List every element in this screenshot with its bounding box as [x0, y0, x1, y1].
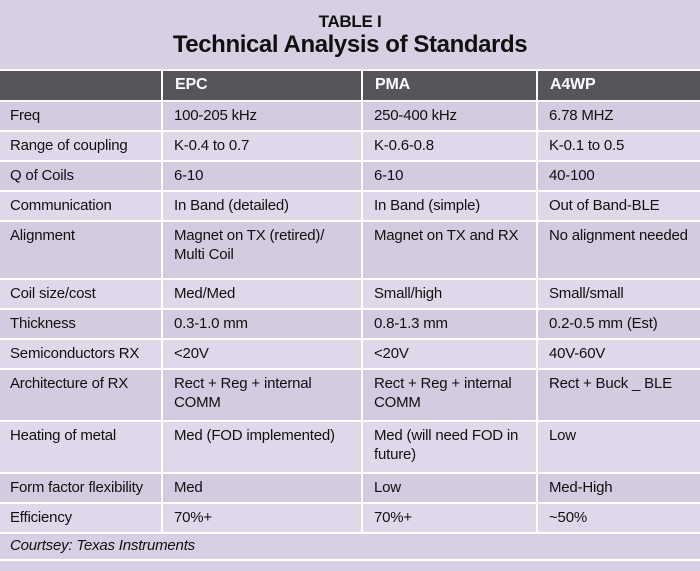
cell-epc: K-0.4 to 0.7 [163, 132, 361, 160]
cell-a4wp: 40-100 [538, 162, 700, 190]
cell-pma: 70%+ [363, 504, 536, 532]
table-row-freq: Freq 100-205 kHz 250-400 kHz 6.78 MHZ [0, 102, 700, 130]
table-row-communication: Communication In Band (detailed) In Band… [0, 192, 700, 220]
row-label: Alignment [0, 222, 161, 278]
cell-pma: 0.8-1.3 mm [363, 310, 536, 338]
table-row-q-of-coils: Q of Coils 6-10 6-10 40-100 [0, 162, 700, 190]
cell-pma: 250-400 kHz [363, 102, 536, 130]
bottom-margin-strip [0, 561, 700, 571]
cell-epc: 100-205 kHz [163, 102, 361, 130]
cell-a4wp: 6.78 MHZ [538, 102, 700, 130]
column-header-a4wp: A4WP [538, 71, 700, 100]
table-row-thickness: Thickness 0.3-1.0 mm 0.8-1.3 mm 0.2-0.5 … [0, 310, 700, 338]
column-header-row: EPC PMA A4WP [0, 71, 700, 100]
row-label: Form factor flexibility [0, 474, 161, 502]
cell-epc: <20V [163, 340, 361, 368]
cell-a4wp: 40V-60V [538, 340, 700, 368]
courtesy-text: Courtsey: Texas Instruments [10, 537, 195, 554]
cell-epc: 0.3-1.0 mm [163, 310, 361, 338]
table-row-range-of-coupling: Range of coupling K-0.4 to 0.7 K-0.6-0.8… [0, 132, 700, 160]
cell-a4wp: No alignment needed [538, 222, 700, 278]
row-label: Q of Coils [0, 162, 161, 190]
cell-epc: Rect + Reg + internal COMM [163, 370, 361, 420]
cell-pma: K-0.6-0.8 [363, 132, 536, 160]
cell-a4wp: ~50% [538, 504, 700, 532]
cell-a4wp: Low [538, 422, 700, 472]
table-title: Technical Analysis of Standards [172, 31, 528, 58]
cell-a4wp: Med-High [538, 474, 700, 502]
cell-pma: Rect + Reg + internal COMM [363, 370, 536, 420]
cell-epc: Med [163, 474, 361, 502]
table-row-efficiency: Efficiency 70%+ 70%+ ~50% [0, 504, 700, 532]
row-label: Freq [0, 102, 161, 130]
table-row-heating-of-metal: Heating of metal Med (FOD implemented) M… [0, 422, 700, 472]
cell-epc: Med (FOD implemented) [163, 422, 361, 472]
table-row-coil-size-cost: Coil size/cost Med/Med Small/high Small/… [0, 280, 700, 308]
cell-pma: 6-10 [363, 162, 536, 190]
row-label: Heating of metal [0, 422, 161, 472]
table-title-block: TABLE I Technical Analysis of Standards [0, 0, 700, 69]
cell-a4wp: Rect + Buck _ BLE [538, 370, 700, 420]
row-label: Semiconductors RX [0, 340, 161, 368]
table-row-architecture-of-rx: Architecture of RX Rect + Reg + internal… [0, 370, 700, 420]
courtesy-note: Courtsey: Texas Instruments [0, 534, 700, 559]
row-label: Range of coupling [0, 132, 161, 160]
cell-pma: Med (will need FOD in future) [363, 422, 536, 472]
column-header-pma: PMA [363, 71, 536, 100]
cell-epc: Magnet on TX (retired)/ Multi Coil [163, 222, 361, 278]
row-label: Coil size/cost [0, 280, 161, 308]
row-label: Efficiency [0, 504, 161, 532]
cell-epc: 6-10 [163, 162, 361, 190]
cell-a4wp: Small/small [538, 280, 700, 308]
row-label: Communication [0, 192, 161, 220]
cell-a4wp: 0.2-0.5 mm (Est) [538, 310, 700, 338]
cell-pma: In Band (simple) [363, 192, 536, 220]
cell-pma: Small/high [363, 280, 536, 308]
row-label: Thickness [0, 310, 161, 338]
cell-epc: 70%+ [163, 504, 361, 532]
table-row-alignment: Alignment Magnet on TX (retired)/ Multi … [0, 222, 700, 278]
table-row-semiconductors-rx: Semiconductors RX <20V <20V 40V-60V [0, 340, 700, 368]
table-row-form-factor-flexibility: Form factor flexibility Med Low Med-High [0, 474, 700, 502]
cell-a4wp: Out of Band-BLE [538, 192, 700, 220]
cell-pma: <20V [363, 340, 536, 368]
cell-pma: Magnet on TX and RX [363, 222, 536, 278]
cell-a4wp: K-0.1 to 0.5 [538, 132, 700, 160]
column-header-epc: EPC [163, 71, 361, 100]
cell-pma: Low [363, 474, 536, 502]
cell-epc: Med/Med [163, 280, 361, 308]
table-number: TABLE I [318, 12, 382, 31]
cell-epc: In Band (detailed) [163, 192, 361, 220]
row-label: Architecture of RX [0, 370, 161, 420]
column-header-empty [0, 71, 161, 100]
